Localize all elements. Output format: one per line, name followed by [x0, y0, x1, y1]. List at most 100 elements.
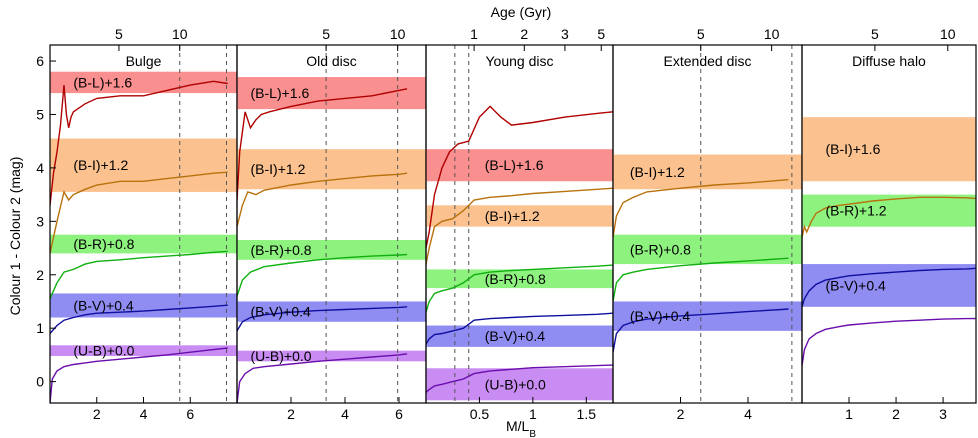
x-tick-label: 6: [395, 406, 403, 422]
band-label-b-l: (B-L)+1.6: [73, 74, 132, 90]
panel-plot-area: [50, 45, 237, 403]
band-b-v: [426, 325, 613, 347]
band-u-b: [50, 345, 237, 356]
panel-plot-area: [426, 45, 613, 403]
x-tick-label: 1: [529, 406, 537, 422]
y-axis-label: Colour 1 - Colour 2 (mag): [7, 157, 23, 316]
top-tick-label: 5: [322, 26, 330, 42]
top-tick-label: 5: [115, 26, 123, 42]
curve-b-l: [426, 105, 613, 249]
panel-frame: [801, 44, 977, 404]
top-tick-label: 3: [561, 26, 569, 42]
top-tick-label: 10: [172, 26, 188, 42]
x-tick-label: 2: [287, 406, 295, 422]
curve-b-v: [50, 304, 228, 334]
curve-b-i: [426, 187, 613, 265]
band-label-b-v: (B-V)+0.4: [630, 308, 691, 324]
band-b-r: [426, 269, 613, 289]
curve-b-r: [426, 264, 613, 313]
band-label-u-b: (U-B)+0.0: [251, 348, 312, 364]
top-tick-label: 10: [390, 26, 406, 42]
x-tick-label: 4: [341, 406, 349, 422]
band-label-b-i: (B-I)+1.2: [73, 157, 128, 173]
x-axis-label: M/LB: [506, 418, 536, 438]
x-axis-label-sub: B: [529, 429, 536, 438]
x-tick-label: 4: [140, 406, 148, 422]
y-tick-label: 5: [36, 106, 44, 122]
band-b-v: [50, 293, 237, 318]
panel-title: Old disc: [306, 53, 357, 69]
band-b-v: [237, 301, 426, 322]
curve-b-r: [613, 257, 789, 302]
panel-young-disc: (B-L)+1.6 (B-I)+1.2 (B-R)+0.8 (B-V)+0.4 (U-B…: [425, 26, 614, 422]
band-label-b-i: (B-I)+1.2: [485, 208, 540, 224]
top-tick-label: 10: [764, 26, 780, 42]
y-tick-label: 0: [36, 374, 44, 390]
y-tick-label: 4: [36, 160, 44, 176]
panel-title: Extended disc: [664, 53, 752, 69]
band-label-b-i: (B-I)+1.6: [826, 141, 881, 157]
x-tick-label: 4: [744, 406, 752, 422]
panel-frame: [612, 44, 803, 404]
curve-b-v: [613, 308, 789, 353]
curve-b-l: [237, 88, 408, 201]
band-b-v: [802, 264, 976, 307]
panel-diffuse-halo: (B-I)+1.6 (B-R)+1.2 (B-V)+0.4 Diffuse halo 1…: [801, 26, 977, 422]
band-label-b-l: (B-L)+1.6: [485, 157, 544, 173]
x-tick-label: 1: [845, 406, 853, 422]
band-label-u-b: (U-B)+0.0: [73, 343, 134, 359]
y-tick-label: 1: [36, 320, 44, 336]
x-tick-label: 6: [186, 406, 194, 422]
band-u-b: [426, 368, 613, 401]
band-label-b-r: (B-R)+0.8: [251, 242, 312, 258]
panel-title: Bulge: [126, 53, 162, 69]
band-label-b-l: (B-L)+1.6: [251, 85, 310, 101]
y-tick-label: 3: [36, 213, 44, 229]
curve-u-b: [237, 353, 408, 403]
curve-b-v: [237, 306, 408, 332]
band-b-i: [426, 205, 613, 227]
top-axis-label: Age (Gyr): [491, 4, 552, 20]
top-tick-label: 1: [470, 26, 478, 42]
curve-u-b: [802, 317, 976, 366]
panel-title: Young disc: [486, 53, 554, 69]
band-u-b: [237, 350, 426, 362]
top-tick-label: 2: [520, 26, 528, 42]
curve-b-l: [50, 80, 228, 206]
x-tick-label: 3: [939, 406, 947, 422]
band-b-l: [426, 149, 613, 182]
curve-b-v: [802, 267, 976, 308]
panel-extended-disc: (B-I)+1.2 (B-R)+0.8 (B-V)+0.4 Extended disc…: [612, 26, 803, 422]
band-label-b-i: (B-I)+1.2: [251, 161, 306, 177]
y-tick-label: 6: [36, 53, 44, 69]
x-tick-label: 2: [93, 406, 101, 422]
panel-plot-area: [802, 117, 976, 366]
panel-bulge: (B-L)+1.6 (B-I)+1.2 (B-R)+0.8 (B-V)+0.4 (U-B…: [49, 26, 238, 422]
curve-b-r: [50, 250, 228, 300]
top-tick-label: 5: [697, 26, 705, 42]
panel-plot-area: [613, 45, 802, 403]
band-label-b-v: (B-V)+0.4: [826, 277, 887, 293]
band-label-b-i: (B-I)+1.2: [630, 164, 685, 180]
panel-title: Diffuse halo: [852, 53, 926, 69]
panels-group: (B-L)+1.6 (B-I)+1.2 (B-R)+0.8 (B-V)+0.4 (U-B…: [36, 26, 977, 422]
band-b-i: [613, 154, 802, 190]
band-label-b-r: (B-R)+1.2: [826, 203, 887, 219]
curve-b-i: [802, 196, 976, 238]
band-label-b-r: (B-R)+0.8: [630, 241, 691, 257]
band-b-l: [237, 77, 426, 110]
curve-b-i: [613, 179, 789, 238]
band-label-b-v: (B-V)+0.4: [251, 304, 312, 320]
band-b-r: [50, 234, 237, 254]
x-tick-label: 2: [892, 406, 900, 422]
band-label-b-r: (B-R)+0.8: [73, 236, 134, 252]
band-b-v: [613, 301, 802, 331]
curve-u-b: [426, 364, 613, 393]
band-b-i: [802, 117, 976, 182]
band-b-l: [50, 71, 237, 94]
top-tick-label: 5: [597, 26, 605, 42]
panel-plot-area: [237, 45, 426, 403]
curve-b-r: [237, 253, 408, 297]
